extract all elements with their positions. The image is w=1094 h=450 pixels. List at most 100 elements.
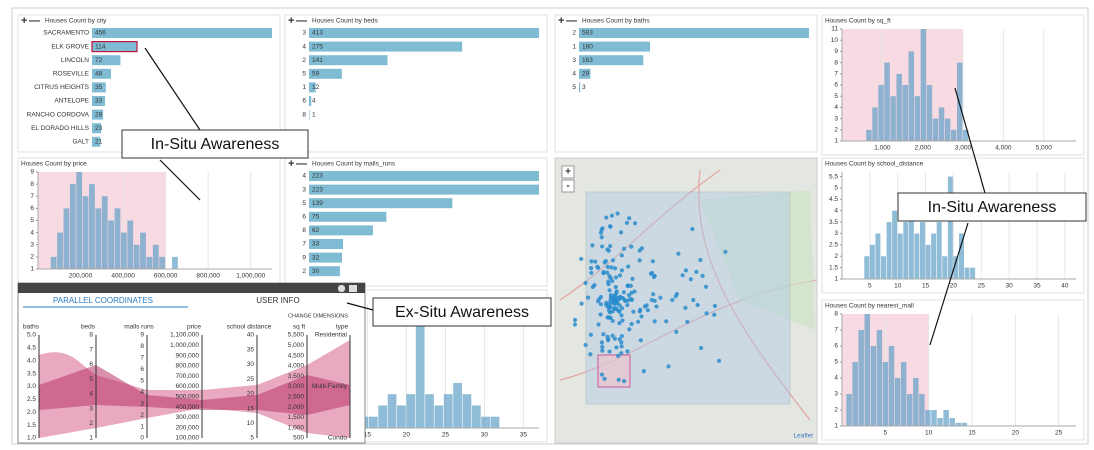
collapse-button[interactable]: — [296, 158, 307, 170]
map-point[interactable] [604, 301, 608, 305]
map-point[interactable] [601, 332, 605, 336]
map-point[interactable] [608, 349, 612, 353]
map-point[interactable] [653, 274, 657, 278]
map-point[interactable] [639, 338, 643, 342]
map-point[interactable] [595, 265, 599, 269]
map-point[interactable] [600, 340, 604, 344]
map-point[interactable] [626, 264, 630, 268]
map-point[interactable] [664, 319, 668, 323]
settings-icon[interactable] [338, 285, 345, 292]
map-point[interactable] [638, 248, 642, 252]
map-point[interactable] [612, 298, 616, 302]
map-point[interactable] [684, 268, 688, 272]
map-point[interactable] [600, 373, 604, 377]
map-point[interactable] [622, 247, 626, 251]
map-point[interactable] [600, 235, 604, 239]
map-point[interactable] [589, 266, 593, 270]
map-point[interactable] [606, 282, 610, 286]
map-point[interactable] [631, 310, 635, 314]
map-point[interactable] [604, 259, 608, 263]
map-point[interactable] [592, 283, 596, 287]
map-point[interactable] [600, 226, 604, 230]
map-point[interactable] [623, 298, 627, 302]
map-point[interactable] [602, 377, 606, 381]
map-point[interactable] [598, 312, 602, 316]
map-point[interactable] [620, 253, 624, 257]
map-point[interactable] [610, 279, 614, 283]
map-point[interactable] [615, 211, 619, 215]
collapse-button[interactable]: — [296, 15, 307, 27]
map-point[interactable] [646, 308, 650, 312]
map-point[interactable] [583, 281, 587, 285]
map-point[interactable] [627, 327, 631, 331]
map-point[interactable] [599, 231, 603, 235]
map-point[interactable] [601, 271, 605, 275]
map-point[interactable] [619, 296, 623, 300]
map-point[interactable] [654, 304, 658, 308]
map-point[interactable] [620, 268, 624, 272]
map-point[interactable] [589, 259, 593, 263]
map-point[interactable] [674, 330, 678, 334]
map-point[interactable] [653, 299, 657, 303]
map-point[interactable] [617, 378, 621, 382]
map-point[interactable] [590, 243, 594, 247]
map-point[interactable] [622, 379, 626, 383]
map-point[interactable] [675, 292, 679, 296]
map-point[interactable] [611, 319, 615, 323]
map-point[interactable] [600, 349, 604, 353]
map-point[interactable] [713, 304, 717, 308]
map-point[interactable] [604, 215, 608, 219]
map-point[interactable] [588, 352, 592, 356]
map-point[interactable] [619, 230, 623, 234]
map-point[interactable] [573, 322, 577, 326]
map-point[interactable] [619, 340, 623, 344]
map-point[interactable] [614, 275, 618, 279]
map-point[interactable] [653, 319, 657, 323]
map-point[interactable] [579, 257, 583, 261]
map-point[interactable] [625, 221, 629, 225]
map-point[interactable] [630, 277, 634, 281]
map-point[interactable] [630, 322, 634, 326]
map-point[interactable] [617, 321, 621, 325]
map-point[interactable] [691, 298, 695, 302]
map-point[interactable] [676, 252, 680, 256]
map-point[interactable] [599, 302, 603, 306]
map-point[interactable] [607, 274, 611, 278]
map-point[interactable] [685, 320, 689, 324]
change-dimensions-button[interactable]: CHANGE DIMENSIONS [288, 313, 348, 319]
map-point[interactable] [586, 296, 590, 300]
map-point[interactable] [609, 265, 613, 269]
map-point[interactable] [606, 338, 610, 342]
map-point[interactable] [625, 303, 629, 307]
map-point[interactable] [583, 343, 587, 347]
map-point[interactable] [627, 216, 631, 220]
map-point[interactable] [619, 351, 623, 355]
map-point[interactable] [633, 221, 637, 225]
map-point[interactable] [607, 288, 611, 292]
map-point[interactable] [606, 265, 610, 269]
map-point[interactable] [645, 303, 649, 307]
map-point[interactable] [629, 284, 633, 288]
collapse-button[interactable]: — [29, 15, 40, 27]
map-point[interactable] [622, 290, 626, 294]
map-point[interactable] [611, 309, 615, 313]
map-point[interactable] [589, 333, 593, 337]
map-point[interactable] [618, 273, 622, 277]
map-point[interactable] [613, 266, 617, 270]
expand-button[interactable]: + [288, 158, 294, 170]
expand-button[interactable]: + [288, 15, 294, 27]
map-point[interactable] [717, 359, 721, 363]
map-point[interactable] [639, 314, 643, 318]
map-point[interactable] [629, 297, 633, 301]
map-point[interactable] [704, 311, 708, 315]
map-point[interactable] [605, 247, 609, 251]
map-point[interactable] [699, 346, 703, 350]
map-point[interactable] [700, 274, 704, 278]
map-point[interactable] [712, 313, 716, 317]
map-point[interactable] [614, 307, 618, 311]
map-point[interactable] [616, 354, 620, 358]
map-point[interactable] [610, 214, 614, 218]
map-point[interactable] [611, 258, 615, 262]
map-point[interactable] [613, 337, 617, 341]
map-point[interactable] [614, 291, 618, 295]
